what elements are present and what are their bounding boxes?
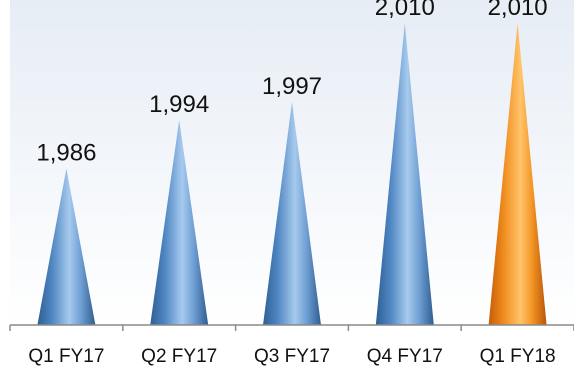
x-axis-tick-label: Q2 FY17 [141,346,217,367]
data-label-group: 1,986 1,994 1,997 2,010 2,010 [36,0,547,167]
data-label: 1,994 [149,91,209,118]
x-axis-tick-label: Q1 FY18 [480,346,556,367]
cone-bar-q2-fy17 [150,120,209,325]
cone-bar-q1-fy18 [488,23,547,325]
x-axis-labels: Q1 FY17 Q2 FY17 Q3 FY17 Q4 FY17 Q1 FY18 [28,346,555,367]
cone-bar-q3-fy17 [263,101,321,325]
data-label: 2,010 [488,0,548,21]
x-axis-tick-label: Q4 FY17 [367,346,443,367]
cone-series [37,23,547,325]
x-axis-tick-label: Q1 FY17 [28,346,104,367]
cone-bar-q4-fy17 [375,23,434,325]
data-label: 1,997 [262,73,322,100]
x-axis-ticks [9,325,574,331]
x-axis-tick-label: Q3 FY17 [254,346,330,367]
data-label: 2,010 [375,0,435,21]
data-label: 1,986 [36,140,96,167]
cone-bar-q1-fy17 [37,168,96,325]
